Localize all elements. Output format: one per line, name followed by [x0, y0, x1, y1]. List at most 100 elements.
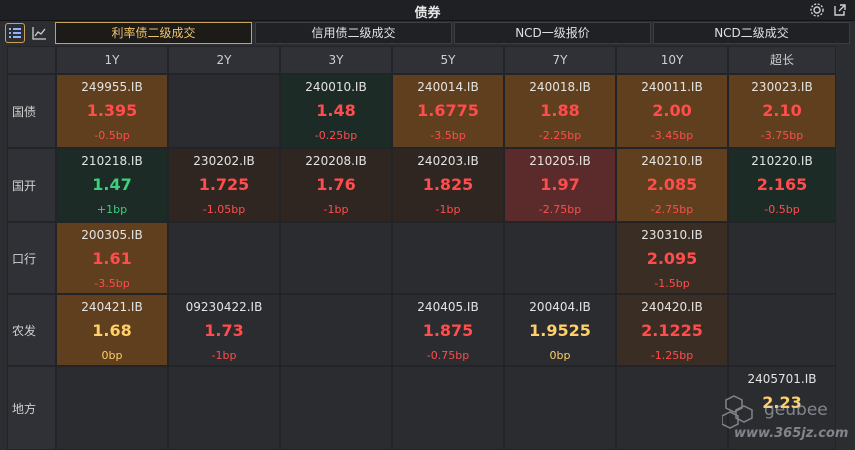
- row-header: 农发: [7, 294, 56, 366]
- bond-yield: 2.00: [652, 101, 692, 120]
- empty-cell: [616, 366, 728, 450]
- bond-yield: 1.875: [422, 321, 474, 340]
- row-header: 国债: [7, 74, 56, 148]
- bond-yield: 1.76: [316, 175, 356, 194]
- quote-cell[interactable]: 220208.IB 1.76 -1bp: [280, 148, 392, 222]
- tab-credit-bond-secondary[interactable]: 信用债二级成交: [255, 22, 452, 44]
- row-header: 国开: [7, 148, 56, 222]
- yield-change: -3.5bp: [430, 129, 466, 142]
- watermark-brand: geubee: [764, 400, 828, 420]
- bond-yield: 2.095: [646, 249, 698, 268]
- empty-cell: [168, 74, 280, 148]
- bond-yield: 2.23: [762, 393, 802, 412]
- chart-view-button[interactable]: [29, 23, 49, 43]
- row-header: 口行: [7, 222, 56, 294]
- bond-code: 240421.IB: [81, 300, 143, 314]
- quote-cell[interactable]: 240421.IB 1.68 0bp: [56, 294, 168, 366]
- bond-code: 220208.IB: [305, 154, 367, 168]
- window-title: 债券: [414, 6, 441, 21]
- column-header: 1Y: [56, 46, 168, 74]
- quote-cell[interactable]: 240018.IB 1.88 -2.25bp: [504, 74, 616, 148]
- bond-code: 09230422.IB: [185, 300, 263, 314]
- quote-cell[interactable]: 210218.IB 1.47 +1bp: [56, 148, 168, 222]
- bond-code: 210220.IB: [751, 154, 813, 168]
- list-view-icon: [9, 28, 21, 38]
- quote-cell[interactable]: 200404.IB 1.9525 0bp: [504, 294, 616, 366]
- quote-cell[interactable]: 2405701.IB 2.23: [728, 366, 836, 450]
- quote-cell[interactable]: 210220.IB 2.165 -0.5bp: [728, 148, 836, 222]
- yield-change: 0bp: [101, 349, 123, 362]
- bond-yield: 1.48: [316, 101, 356, 120]
- quote-cell[interactable]: 240203.IB 1.825 -1bp: [392, 148, 504, 222]
- empty-cell: [280, 366, 392, 450]
- column-header: 10Y: [616, 46, 728, 74]
- bond-yield: 1.395: [86, 101, 138, 120]
- quote-cell[interactable]: 240011.IB 2.00 -3.45bp: [616, 74, 728, 148]
- quote-cell[interactable]: 230202.IB 1.725 -1.05bp: [168, 148, 280, 222]
- bond-yield: 1.68: [92, 321, 132, 340]
- bond-code: 240014.IB: [417, 80, 479, 94]
- bond-code: 2405701.IB: [747, 372, 817, 386]
- bond-code: 200404.IB: [529, 300, 591, 314]
- bond-yield: 2.1225: [641, 321, 703, 340]
- bond-yield: 1.97: [540, 175, 580, 194]
- bond-yield: 2.10: [762, 101, 802, 120]
- column-header: 超长: [728, 46, 836, 74]
- empty-cell: [168, 222, 280, 294]
- yield-change: -1.5bp: [654, 277, 690, 290]
- title-bar: 债券: [0, 0, 855, 21]
- bond-yield: 1.47: [92, 175, 132, 194]
- quote-cell[interactable]: 240010.IB 1.48 -0.25bp: [280, 74, 392, 148]
- bond-code: 240420.IB: [641, 300, 703, 314]
- yield-change: -3.45bp: [650, 129, 694, 142]
- quote-cell[interactable]: 200305.IB 1.61 -3.5bp: [56, 222, 168, 294]
- bond-yield: 1.9525: [529, 321, 591, 340]
- bond-code: 210205.IB: [529, 154, 591, 168]
- bond-yield: 1.61: [92, 249, 132, 268]
- quote-cell[interactable]: 240014.IB 1.6775 -3.5bp: [392, 74, 504, 148]
- empty-cell: [392, 222, 504, 294]
- tab-rate-bond-secondary[interactable]: 利率债二级成交: [55, 22, 252, 44]
- quote-cell[interactable]: 240420.IB 2.1225 -1.25bp: [616, 294, 728, 366]
- toolbar: 利率债二级成交 信用债二级成交 NCD一级报价 NCD二级成交: [0, 21, 855, 46]
- bond-code: 230023.IB: [751, 80, 813, 94]
- quote-cell[interactable]: 230023.IB 2.10 -3.75bp: [728, 74, 836, 148]
- watermark-site: www.365jz.com: [734, 426, 849, 441]
- popout-icon[interactable]: [832, 2, 848, 18]
- column-header: 5Y: [392, 46, 504, 74]
- yield-change: -1.05bp: [202, 203, 246, 216]
- column-header: 3Y: [280, 46, 392, 74]
- bond-code: 240018.IB: [529, 80, 591, 94]
- yield-change: 0bp: [549, 349, 571, 362]
- bond-yield: 2.085: [646, 175, 698, 194]
- empty-cell: [168, 366, 280, 450]
- bond-yield: 2.165: [756, 175, 808, 194]
- settings-icon[interactable]: [809, 2, 825, 18]
- yield-change: -1bp: [435, 203, 461, 216]
- quote-cell[interactable]: 240210.IB 2.085 -2.75bp: [616, 148, 728, 222]
- tab-ncd-secondary[interactable]: NCD二级成交: [653, 22, 850, 44]
- empty-cell: [504, 222, 616, 294]
- quote-cell[interactable]: 240405.IB 1.875 -0.75bp: [392, 294, 504, 366]
- yield-change: -0.5bp: [764, 203, 800, 216]
- quote-cell[interactable]: 249955.IB 1.395 -0.5bp: [56, 74, 168, 148]
- yield-change: -0.75bp: [426, 349, 470, 362]
- quote-cell[interactable]: 210205.IB 1.97 -2.75bp: [504, 148, 616, 222]
- column-header: 7Y: [504, 46, 616, 74]
- bond-code: 230310.IB: [641, 228, 703, 242]
- yield-change: +1bp: [96, 203, 128, 216]
- column-header: 2Y: [168, 46, 280, 74]
- list-view-button[interactable]: [5, 23, 25, 43]
- empty-cell: [728, 294, 836, 366]
- quote-cell[interactable]: 09230422.IB 1.73 -1bp: [168, 294, 280, 366]
- watermark-logo-icon: [722, 395, 753, 429]
- empty-cell: [280, 294, 392, 366]
- bond-yield: 1.73: [204, 321, 244, 340]
- yield-change: -1bp: [211, 349, 237, 362]
- yield-change: -1bp: [323, 203, 349, 216]
- bond-code: 210218.IB: [81, 154, 143, 168]
- quote-cell[interactable]: 230310.IB 2.095 -1.5bp: [616, 222, 728, 294]
- tab-ncd-primary-quote[interactable]: NCD一级报价: [454, 22, 651, 44]
- empty-cell: [504, 366, 616, 450]
- bond-code: 240010.IB: [305, 80, 367, 94]
